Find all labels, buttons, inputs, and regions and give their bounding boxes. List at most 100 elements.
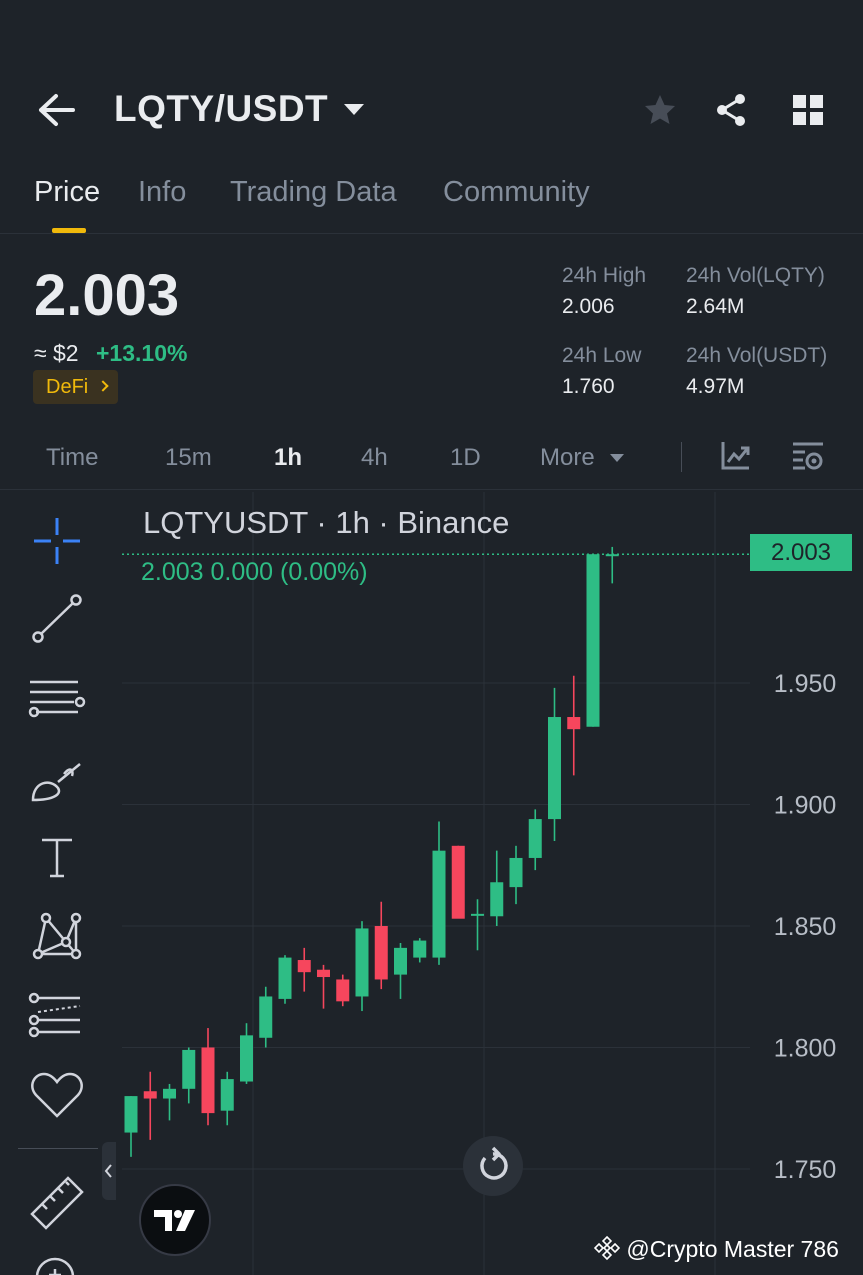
y-tick-label: 1.950 — [774, 670, 837, 698]
interval-15m[interactable]: 15m — [165, 444, 212, 471]
candle-body — [163, 1088, 176, 1099]
stat-high-label: 24h High — [562, 264, 647, 287]
candle-body — [374, 926, 388, 980]
candle-body — [259, 996, 273, 1038]
candle-body — [490, 882, 504, 917]
indicator-chart-icon[interactable] — [719, 438, 753, 472]
watermark: @Crypto Master 786 — [593, 1235, 839, 1263]
candle-body — [605, 554, 619, 557]
app-header: LQTY/USDT — [0, 0, 863, 160]
back-arrow-icon[interactable] — [36, 92, 76, 128]
candle-body — [451, 845, 465, 919]
star-icon[interactable] — [642, 92, 678, 128]
candle — [259, 986, 273, 1048]
last-price-label: 2.003 — [750, 534, 852, 571]
interval-4h[interactable]: 4h — [361, 444, 388, 471]
pattern-tool-icon[interactable] — [28, 906, 86, 964]
candle — [317, 964, 330, 1009]
candle — [490, 850, 504, 926]
horizontal-lines-icon[interactable] — [28, 670, 86, 728]
interval-more[interactable]: More — [540, 444, 595, 471]
y-tick-label: 1.850 — [774, 913, 837, 941]
binance-logo-icon — [593, 1235, 621, 1261]
tab-price[interactable]: Price — [34, 176, 101, 208]
share-icon[interactable] — [713, 92, 749, 128]
candle — [413, 938, 427, 963]
trend-line-icon[interactable] — [28, 590, 86, 648]
candle-body — [317, 969, 330, 978]
text-tool-icon[interactable] — [28, 828, 86, 886]
candle-body — [143, 1091, 157, 1099]
pair-title[interactable]: LQTY/USDT — [114, 88, 329, 129]
tradingview-logo-icon — [154, 1210, 195, 1231]
stat-high-value: 2.006 — [562, 295, 615, 318]
candle-body — [201, 1047, 215, 1114]
caret-down-icon[interactable] — [344, 104, 364, 115]
candle-body — [548, 717, 561, 820]
candle-body — [432, 850, 446, 958]
candles — [124, 546, 619, 1157]
toolbar-divider — [18, 1148, 98, 1149]
drawing-toolbar — [0, 492, 100, 1275]
candle-body — [394, 947, 407, 975]
ruler-icon[interactable] — [28, 1174, 86, 1232]
candle — [124, 1096, 138, 1157]
candle-body — [220, 1079, 234, 1111]
candle-body — [278, 957, 292, 999]
grid-icon[interactable] — [790, 92, 826, 128]
heart-icon[interactable] — [28, 1066, 86, 1124]
chart-settings-icon[interactable] — [791, 438, 825, 472]
candlestick-chart[interactable]: 1.950 1.900 1.850 1.800 1.750 — [0, 492, 863, 1275]
stat-vol-quote-value: 4.97M — [686, 375, 745, 398]
y-tick-label: 1.800 — [774, 1035, 837, 1063]
candle-body — [528, 819, 542, 858]
tab-info[interactable]: Info — [138, 176, 187, 208]
candle — [586, 554, 600, 727]
tradingview-logo[interactable] — [139, 1184, 211, 1256]
tab-community[interactable]: Community — [443, 176, 590, 208]
candle — [297, 947, 311, 992]
candle-body — [240, 1035, 253, 1082]
watermark-text: @Crypto Master 786 — [626, 1236, 839, 1262]
caret-down-icon — [610, 454, 624, 462]
candle-body — [355, 928, 369, 997]
zoom-icon[interactable] — [28, 1250, 86, 1275]
candle-body — [471, 913, 484, 916]
reset-chart-button[interactable] — [463, 1136, 523, 1196]
candle-body — [413, 940, 427, 958]
candle — [451, 845, 465, 919]
fiat-price: ≈ $2 — [34, 340, 79, 366]
candle-body — [586, 554, 600, 727]
candle — [355, 921, 369, 1012]
stat-low-label: 24h Low — [562, 344, 642, 367]
candle — [201, 1028, 215, 1126]
candle — [471, 899, 484, 951]
candle — [336, 974, 350, 1007]
collapse-toolbar-button[interactable] — [102, 1142, 116, 1200]
crosshair-icon[interactable] — [28, 512, 86, 570]
brush-icon[interactable] — [28, 752, 86, 810]
stat-vol-base-label: 24h Vol(LQTY) — [686, 264, 825, 287]
detail-tabs: Price Info Trading Data Community — [0, 170, 863, 234]
interval-1d[interactable]: 1D — [450, 444, 481, 471]
interval-1h[interactable]: 1h — [274, 444, 303, 471]
chevron-right-icon — [97, 380, 109, 392]
price-change-percent: +13.10% — [96, 340, 188, 366]
candle — [220, 1071, 234, 1126]
candle — [240, 1023, 253, 1084]
candle — [143, 1071, 157, 1140]
candle — [432, 821, 446, 965]
candle — [182, 1047, 196, 1104]
last-price: 2.003 — [34, 263, 180, 328]
candle-body — [509, 857, 523, 888]
stat-vol-quote-label: 24h Vol(USDT) — [686, 344, 828, 367]
active-tab-indicator — [52, 228, 86, 233]
candle-body — [182, 1049, 196, 1089]
divider — [681, 442, 682, 472]
forecast-tool-icon[interactable] — [28, 986, 86, 1044]
tab-trading-data[interactable]: Trading Data — [230, 176, 397, 208]
candle — [394, 943, 407, 999]
category-tag[interactable]: DeFi — [33, 370, 119, 404]
interval-time[interactable]: Time — [46, 444, 99, 471]
ohlc-readout: 2.003 0.000 (0.00%) — [141, 558, 368, 586]
